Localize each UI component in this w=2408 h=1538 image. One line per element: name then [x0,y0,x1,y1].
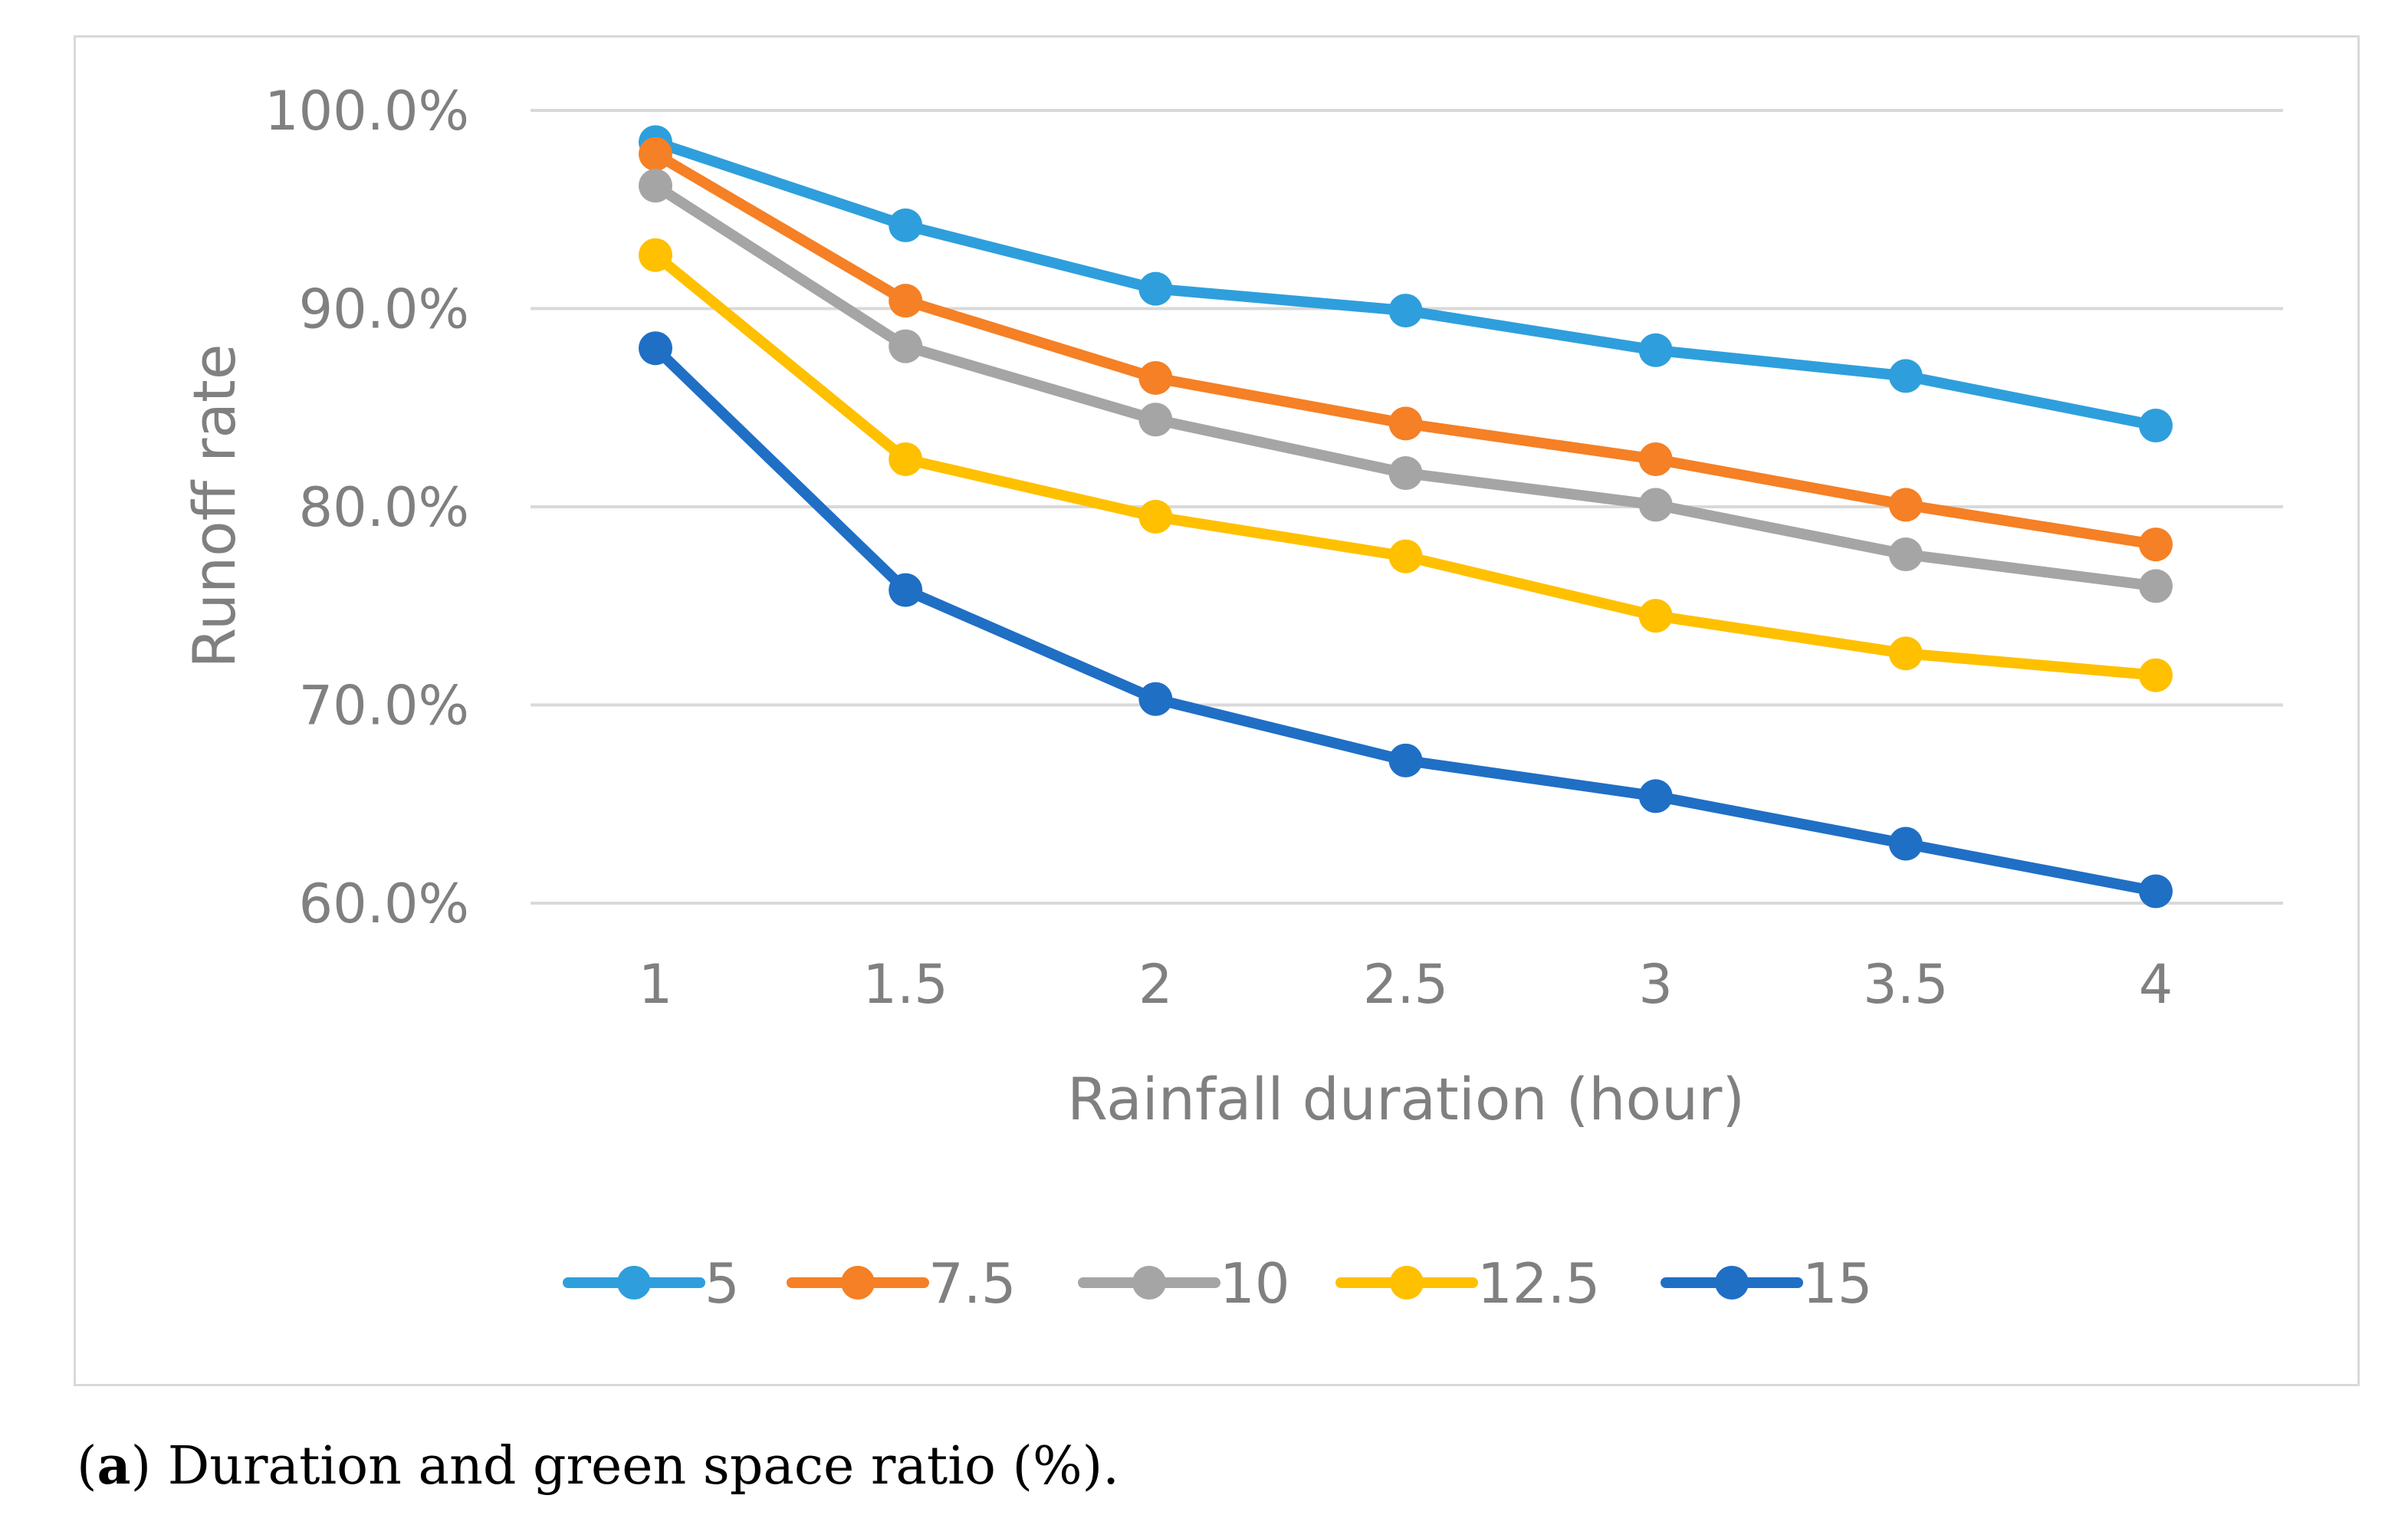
data-point [1888,359,1923,393]
data-point [639,331,672,366]
legend-item-12-5: 12.5 [1335,1251,1600,1316]
y-tick-label: 100.0% [264,80,469,143]
series-lines [639,125,2173,909]
series-5 [639,125,2173,443]
legend-item-10: 10 [1078,1251,1290,1316]
legend-label: 5 [705,1251,740,1316]
legend-item-15: 15 [1661,1251,1873,1316]
data-point [1638,599,1673,633]
legend-marker [1390,1266,1424,1300]
data-point [1138,682,1173,716]
caption-text: Duration and green space ratio (%). [151,1436,1119,1497]
y-tick-label: 80.0% [299,476,469,539]
data-point [1388,406,1423,441]
legend-marker [617,1266,651,1300]
data-point [1888,636,1923,671]
data-point [1888,488,1923,522]
caption-close-paren: ) [130,1436,152,1497]
data-point [1388,743,1423,777]
data-point [1138,360,1173,395]
data-point [639,238,672,272]
series-15 [639,331,2173,909]
legend-item-5: 5 [563,1251,740,1316]
x-axis-title: Rainfall duration (hour) [1067,1065,1745,1133]
data-point [1638,442,1673,476]
legend-marker [841,1266,875,1300]
data-point [639,136,672,171]
x-tick-label: 3 [1638,953,1673,1016]
data-point [1888,537,1923,572]
x-tick-label: 2.5 [1363,953,1448,1016]
data-point [1138,499,1173,534]
series-7-5 [639,136,2173,562]
legend-label: 15 [1802,1251,1873,1316]
figure-caption: (a) Duration and green space ratio (%). [77,1435,1119,1497]
y-tick-label: 60.0% [299,873,469,935]
data-point [889,442,923,476]
data-point [2139,527,2173,562]
caption-label: a [97,1435,131,1497]
data-point [1638,779,1673,813]
legend-marker [1132,1266,1166,1300]
series-12-5 [639,238,2173,692]
legend: 5 7.5 10 12.5 15 [563,1251,1873,1316]
data-point [1388,294,1423,328]
data-point [1638,333,1673,367]
data-point [1888,827,1923,861]
x-axis-tick-labels: 1 1.5 2 2.5 3 3.5 4 [639,953,2173,1016]
legend-label: 7.5 [928,1251,1017,1316]
data-point [889,208,923,242]
x-tick-label: 4 [2139,953,2173,1016]
legend-item-7-5: 7.5 [787,1251,1017,1316]
data-point [2139,569,2173,603]
x-tick-label: 1 [639,953,673,1016]
x-tick-label: 2 [1138,953,1173,1016]
data-point [1138,271,1173,306]
data-point [889,284,923,318]
data-point [1138,403,1173,437]
data-point [1388,539,1423,573]
data-point [2139,658,2173,692]
x-tick-label: 1.5 [863,953,948,1016]
data-point [2139,874,2173,909]
y-axis-title: Runoff rate [180,343,248,668]
caption-open-paren: ( [77,1436,97,1497]
legend-marker [1715,1266,1749,1300]
x-tick-label: 3.5 [1863,953,1948,1016]
data-point [639,169,672,203]
series-10 [639,169,2173,603]
legend-label: 12.5 [1477,1251,1600,1316]
legend-label: 10 [1220,1251,1290,1316]
y-axis-tick-labels: 60.0% 70.0% 80.0% 90.0% 100.0% [264,80,469,935]
data-point [889,329,923,363]
y-tick-label: 70.0% [299,675,469,738]
data-point [889,573,923,607]
data-point [1638,488,1673,522]
data-point [1388,456,1423,491]
data-point [2139,409,2173,443]
y-tick-label: 90.0% [299,278,469,341]
